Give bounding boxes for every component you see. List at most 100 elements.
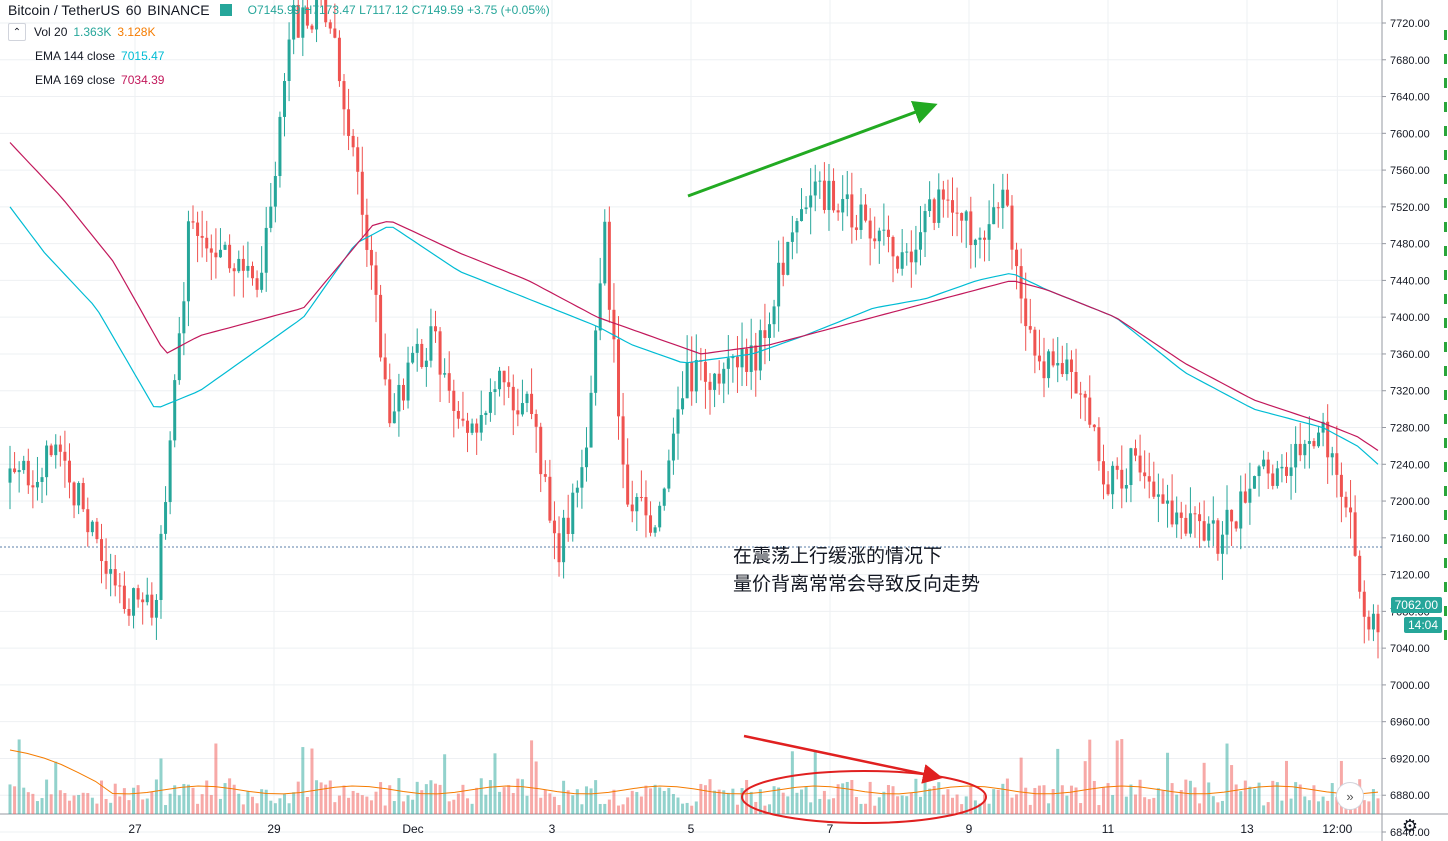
volume-bar [626,797,630,814]
volume-bar [617,805,621,814]
volume-bar [250,796,254,814]
candle-body [100,539,104,562]
candle-body [1069,359,1073,373]
volume-bar [319,782,323,814]
candle-body [301,7,305,38]
volume-bar [182,783,186,814]
candle-body [1312,441,1316,447]
candle-body [63,451,67,461]
volume-bar [447,801,451,814]
candle-body [1353,512,1357,556]
candle-body [278,116,282,177]
ema144-legend: EMA 144 close 7015.47 [8,44,550,68]
candle-body [745,348,749,372]
volume-bar [1257,782,1261,814]
candle-body [996,207,1000,209]
candle-body [429,326,433,361]
gear-icon[interactable]: ⚙ [1401,816,1418,836]
candles [8,0,1380,659]
last-price-tag: 7062.00 [1390,597,1442,613]
volume-bar [452,799,456,814]
candle-body [822,180,826,210]
volume-bar [681,803,685,814]
candle-body [13,468,17,473]
candle-body [644,497,648,516]
volume-bar [228,778,232,814]
candle-body [1275,468,1279,486]
volume-bar [456,793,460,814]
volume-bar [1367,801,1371,814]
candle-body [337,37,341,82]
candle-body [237,258,241,272]
volume-bar [1079,803,1083,814]
candle-body [1193,513,1197,515]
volume-bar [520,779,524,814]
volume-bar [1216,802,1220,814]
x-tick-label: 12:00 [1322,822,1352,836]
volume-bar [411,799,415,814]
candle-body [150,594,154,618]
candle-body [447,373,451,391]
volume-bar [433,783,437,814]
volume-bar [232,784,236,814]
candle-body [900,252,904,269]
volume-bar [607,799,611,814]
volume-bar [360,795,364,814]
volume-bar [1161,790,1165,814]
volume-bar [141,799,145,814]
candle-body [479,415,483,433]
candle-body [973,239,977,246]
candle-body [1047,351,1051,379]
volume-bar [1047,803,1051,814]
candle-body [502,370,506,383]
volume-bar [328,780,332,814]
candle-body [260,272,264,290]
candle-body [873,238,877,242]
volume-bar [941,794,945,814]
volume-bar [40,798,44,814]
volume-bar [191,787,195,814]
volume-bar [8,784,12,814]
candle-body [658,505,662,528]
candle-body [676,409,680,434]
scroll-right-icon[interactable]: » [1336,782,1364,810]
candle-body [264,227,268,273]
y-tick-label: 6840.00 [1390,827,1430,839]
candle-body [86,509,90,533]
y-tick-label: 7400.00 [1390,312,1430,324]
volume-bar [77,794,81,814]
candle-body [333,28,337,38]
volume-bar [722,790,726,814]
volume-bar [104,798,108,814]
volume-bar [1289,798,1293,814]
volume-bar [694,801,698,814]
candle-body [45,445,49,478]
volume-bar [649,788,653,814]
candle-body [932,199,936,223]
candle-body [960,213,964,221]
y-tick-label: 7200.00 [1390,496,1430,508]
volume-bar [548,793,552,814]
ema144-label: EMA 144 close [35,49,116,63]
volume-bar [1088,739,1092,814]
volume-bar [26,792,30,814]
volume-bar [177,795,181,814]
chevron-up-icon[interactable]: ⌃ [8,23,26,41]
candle-body [809,195,813,208]
volume-bar [118,796,122,814]
candle-body [703,361,707,382]
volume-bar [900,795,904,814]
candle-body [310,25,314,30]
interval-label: 60 [125,2,142,18]
volume-legend: ⌃ Vol 20 1.363K 3.128K [8,20,550,44]
edge-marker [1444,270,1447,280]
volume-bar [35,801,39,814]
symbol-name: Bitcoin / TetherUS [8,2,120,18]
volume-bar [584,786,588,814]
volume-bar [731,788,735,814]
candle-body [1083,393,1087,398]
candle-body [1166,500,1170,504]
flag-icon [219,4,232,16]
x-tick-label: 11 [1102,822,1115,836]
